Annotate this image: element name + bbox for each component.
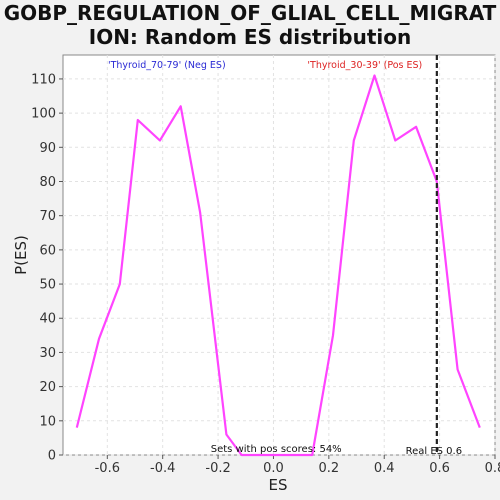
x-tick-label: 0.6	[429, 461, 450, 476]
y-tick-label: 100	[31, 107, 56, 122]
y-tick-label: 70	[39, 209, 56, 224]
y-tick-label: 80	[39, 175, 56, 190]
y-tick-label: 50	[39, 278, 56, 293]
x-tick-label: -0.4	[150, 461, 175, 476]
y-tick-label: 60	[39, 243, 56, 258]
y-tick-label: 90	[39, 141, 56, 156]
grid	[63, 55, 496, 456]
x-tick-label: 0.2	[319, 461, 340, 476]
neg-es-label: 'Thyroid_70-79' (Neg ES)	[108, 60, 226, 71]
chart-title-line-1: GOBP_REGULATION_OF_GLIAL_CELL_MIGRAT	[4, 1, 497, 25]
y-tick-label: 10	[39, 414, 56, 429]
x-tick-label: 0.0	[263, 461, 284, 476]
x-tick-label: -0.6	[95, 461, 120, 476]
y-tick-label: 20	[39, 380, 56, 395]
x-tick-label: 0.4	[374, 461, 395, 476]
pos-es-label: 'Thyroid_30-39' (Pos ES)	[307, 60, 422, 71]
real-es-label: Real ES 0.6	[406, 446, 462, 457]
y-tick-label: 40	[39, 312, 56, 327]
pos-score-footnote: Sets with pos scores: 54%	[211, 444, 342, 455]
reference-layer: Real ES 0.6	[406, 55, 462, 457]
x-axis-ticks: -0.6 -0.4 -0.2 0.0 0.2 0.4 0.6 0.8	[95, 455, 500, 476]
chart-title-line-2: ION: Random ES distribution	[89, 25, 411, 49]
series-layer	[75, 74, 481, 457]
y-axis-ticks: 0 10 20 30 40 50 60 70 80 90 100 110	[31, 72, 63, 464]
y-axis-title: P(ES)	[12, 235, 30, 275]
plot-area	[62, 54, 496, 456]
x-tick-label: 0.8	[485, 461, 500, 476]
x-axis-title: ES	[269, 476, 288, 494]
x-tick-label: -0.2	[205, 461, 230, 476]
y-tick-label: 30	[39, 346, 56, 361]
y-tick-label: 110	[31, 72, 56, 87]
density-line	[75, 74, 481, 457]
y-tick-label: 0	[48, 449, 56, 464]
